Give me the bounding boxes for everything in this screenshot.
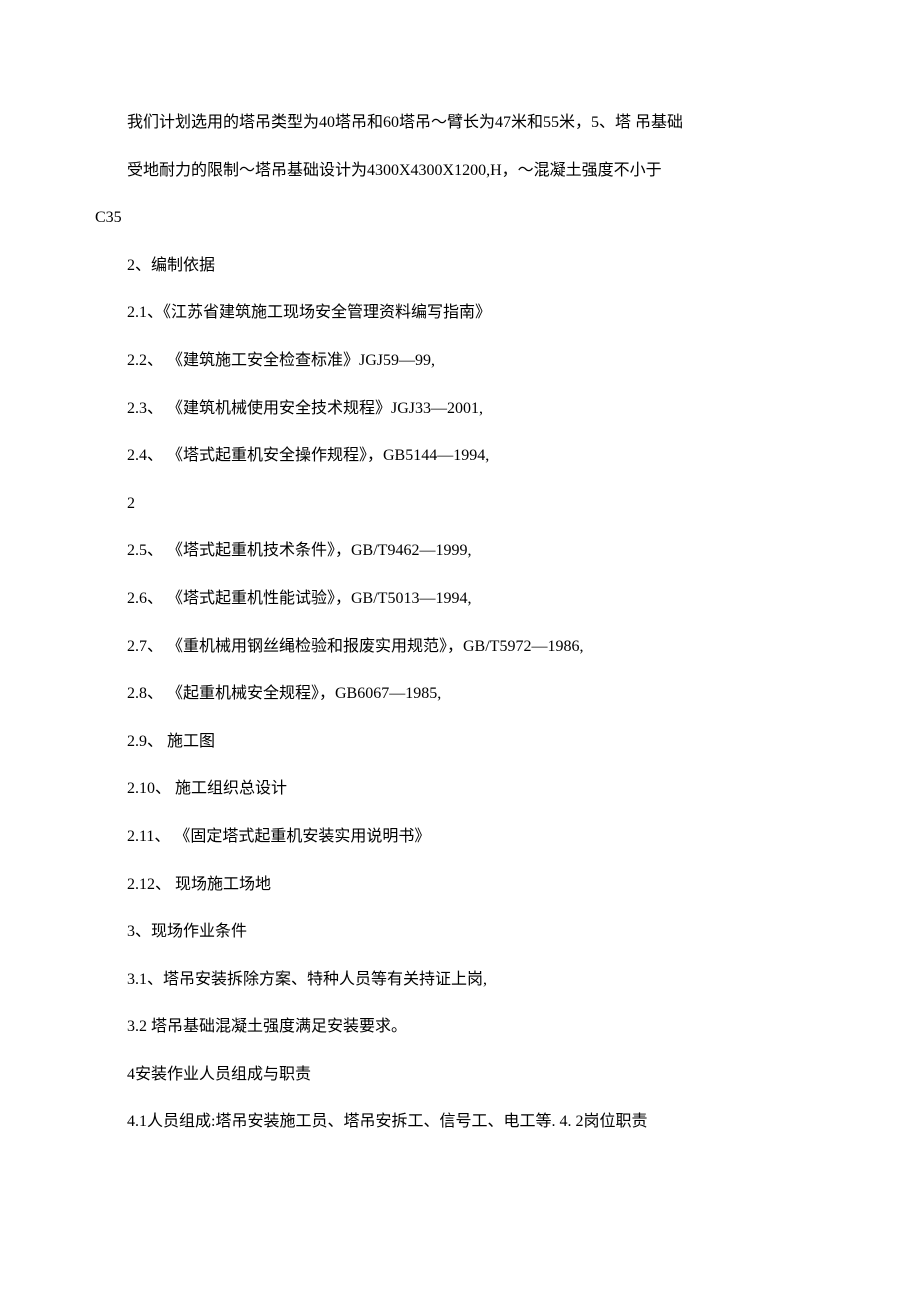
- paragraph-2-1: 2.1、《江苏省建筑施工现场安全管理资料编写指南》: [95, 300, 825, 326]
- paragraph-4-1: 4.1人员组成:塔吊安装施工员、塔吊安拆工、信号工、电工等. 4. 2岗位职责: [95, 1109, 825, 1135]
- paragraph-section-3: 3、现场作业条件: [95, 919, 825, 945]
- paragraph-page-num: 2: [95, 491, 825, 517]
- paragraph-2-9: 2.9、 施工图: [95, 729, 825, 755]
- paragraph-3-2: 3.2 塔吊基础混凝土强度满足安装要求。: [95, 1014, 825, 1040]
- paragraph-2-5: 2.5、 《塔式起重机技术条件》，GB/T9462—1999,: [95, 538, 825, 564]
- paragraph-intro-2: 受地耐力的限制〜塔吊基础设计为4300X4300X1200,H，〜混凝土强度不小…: [95, 158, 825, 184]
- paragraph-2-10: 2.10、 施工组织总设计: [95, 776, 825, 802]
- document-body: 我们计划选用的塔吊类型为40塔吊和60塔吊〜臂长为47米和55米，5、塔 吊基础…: [95, 110, 825, 1135]
- paragraph-2-6: 2.6、 《塔式起重机性能试验》，GB/T5013—1994,: [95, 586, 825, 612]
- paragraph-2-3: 2.3、 《建筑机械使用安全技术规程》JGJ33—2001,: [95, 396, 825, 422]
- paragraph-2-8: 2.8、 《起重机械安全规程》，GB6067—1985,: [95, 681, 825, 707]
- paragraph-intro-1: 我们计划选用的塔吊类型为40塔吊和60塔吊〜臂长为47米和55米，5、塔 吊基础: [95, 110, 825, 136]
- paragraph-2-2: 2.2、 《建筑施工安全检查标准》JGJ59—99,: [95, 348, 825, 374]
- paragraph-section-4: 4安装作业人员组成与职责: [95, 1062, 825, 1088]
- paragraph-2-7: 2.7、 《重机械用钢丝绳检验和报废实用规范》，GB/T5972—1986,: [95, 634, 825, 660]
- paragraph-2-11: 2.11、 《固定塔式起重机安装实用说明书》: [95, 824, 825, 850]
- paragraph-c35: C35: [95, 205, 825, 231]
- paragraph-3-1: 3.1、塔吊安装拆除方案、特种人员等有关持证上岗,: [95, 967, 825, 993]
- paragraph-2-12: 2.12、 现场施工场地: [95, 872, 825, 898]
- paragraph-2-4: 2.4、 《塔式起重机安全操作规程》，GB5144—1994,: [95, 443, 825, 469]
- paragraph-section-2: 2、编制依据: [95, 253, 825, 279]
